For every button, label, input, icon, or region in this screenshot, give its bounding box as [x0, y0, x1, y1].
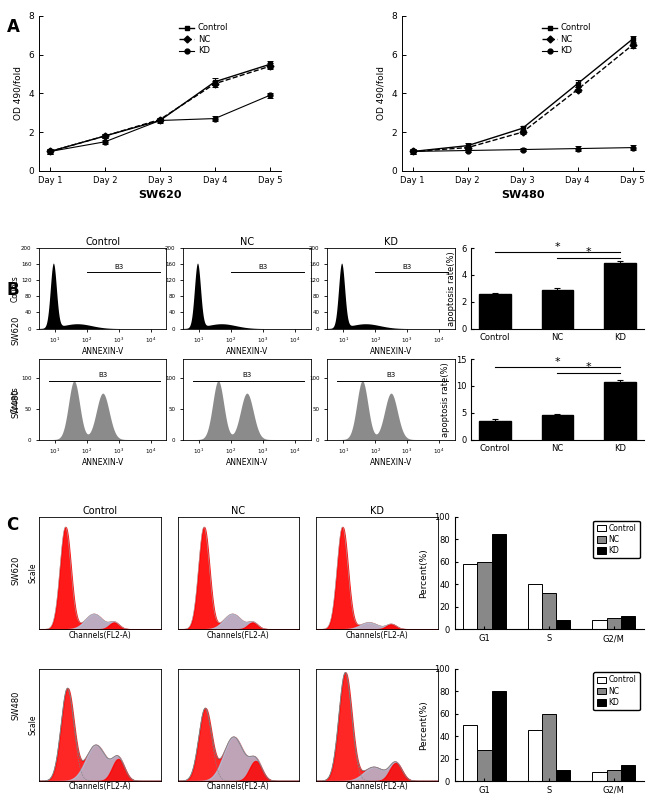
Y-axis label: OD 490/fold: OD 490/fold — [14, 66, 23, 120]
Bar — [477, 749, 491, 781]
X-axis label: SW620: SW620 — [138, 190, 181, 200]
Y-axis label: apoptosis rate(%): apoptosis rate(%) — [447, 251, 456, 326]
Bar — [621, 616, 635, 630]
X-axis label: Channels(FL2-A): Channels(FL2-A) — [207, 783, 270, 791]
Title: NC: NC — [240, 238, 254, 247]
Text: B3: B3 — [242, 372, 252, 378]
Title: Control: Control — [83, 506, 118, 516]
Bar — [606, 770, 621, 781]
X-axis label: ANNEXIN-V: ANNEXIN-V — [226, 457, 268, 467]
Legend: Control, NC, KD: Control, NC, KD — [176, 20, 231, 59]
Bar — [592, 772, 606, 781]
Title: Control: Control — [85, 238, 120, 247]
Legend: Control, NC, KD: Control, NC, KD — [593, 520, 640, 559]
X-axis label: Channels(FL2-A): Channels(FL2-A) — [346, 630, 408, 640]
Bar — [542, 415, 573, 439]
Text: SW620: SW620 — [12, 316, 21, 345]
X-axis label: Channels(FL2-A): Channels(FL2-A) — [346, 783, 408, 791]
Bar — [479, 421, 510, 439]
Bar — [542, 289, 573, 328]
Bar — [592, 620, 606, 630]
Bar — [479, 294, 510, 328]
Bar — [477, 562, 491, 630]
Y-axis label: OD 490/fold: OD 490/fold — [376, 66, 385, 120]
Text: B3: B3 — [98, 372, 107, 378]
X-axis label: Channels(FL2-A): Channels(FL2-A) — [68, 630, 131, 640]
X-axis label: ANNEXIN-V: ANNEXIN-V — [370, 347, 412, 356]
Text: *: * — [586, 362, 592, 372]
Text: B3: B3 — [386, 372, 396, 378]
Legend: Control, NC, KD: Control, NC, KD — [539, 20, 594, 59]
X-axis label: Channels(FL2-A): Channels(FL2-A) — [68, 783, 131, 791]
Y-axis label: Scale: Scale — [29, 715, 38, 735]
Text: B3: B3 — [402, 264, 411, 270]
Bar — [556, 770, 570, 781]
Text: B: B — [6, 281, 19, 300]
Bar — [491, 691, 506, 781]
Title: NC: NC — [231, 506, 246, 516]
X-axis label: Channels(FL2-A): Channels(FL2-A) — [207, 630, 270, 640]
Text: SW480: SW480 — [12, 691, 21, 720]
Y-axis label: Percent(%): Percent(%) — [419, 700, 428, 750]
Text: SW480: SW480 — [12, 389, 21, 418]
Bar — [604, 263, 636, 328]
X-axis label: ANNEXIN-V: ANNEXIN-V — [370, 457, 412, 467]
Bar — [491, 534, 506, 630]
X-axis label: ANNEXIN-V: ANNEXIN-V — [82, 457, 124, 467]
Bar — [542, 593, 556, 630]
Bar — [528, 584, 542, 630]
Bar — [556, 620, 570, 630]
Text: *: * — [554, 241, 560, 252]
Text: *: * — [554, 356, 560, 367]
Legend: Control, NC, KD: Control, NC, KD — [593, 673, 640, 710]
Y-axis label: Counts: Counts — [10, 275, 20, 302]
Text: B3: B3 — [258, 264, 267, 270]
Y-axis label: Scale: Scale — [29, 563, 38, 583]
Title: KD: KD — [370, 506, 384, 516]
Text: C: C — [6, 516, 19, 535]
Text: *: * — [586, 247, 592, 257]
Bar — [606, 618, 621, 630]
Text: A: A — [6, 18, 20, 36]
Bar — [463, 564, 477, 630]
Title: KD: KD — [384, 238, 398, 247]
X-axis label: SW480: SW480 — [501, 190, 544, 200]
Bar — [463, 724, 477, 781]
Y-axis label: apoptosis rate(%): apoptosis rate(%) — [441, 362, 450, 437]
Text: B3: B3 — [114, 264, 124, 270]
X-axis label: ANNEXIN-V: ANNEXIN-V — [226, 347, 268, 356]
Bar — [604, 382, 636, 439]
Bar — [621, 765, 635, 781]
Bar — [528, 731, 542, 781]
Y-axis label: Percent(%): Percent(%) — [419, 548, 428, 598]
Bar — [542, 713, 556, 781]
Y-axis label: Counts: Counts — [10, 386, 20, 413]
X-axis label: ANNEXIN-V: ANNEXIN-V — [82, 347, 124, 356]
Text: SW620: SW620 — [12, 556, 21, 584]
